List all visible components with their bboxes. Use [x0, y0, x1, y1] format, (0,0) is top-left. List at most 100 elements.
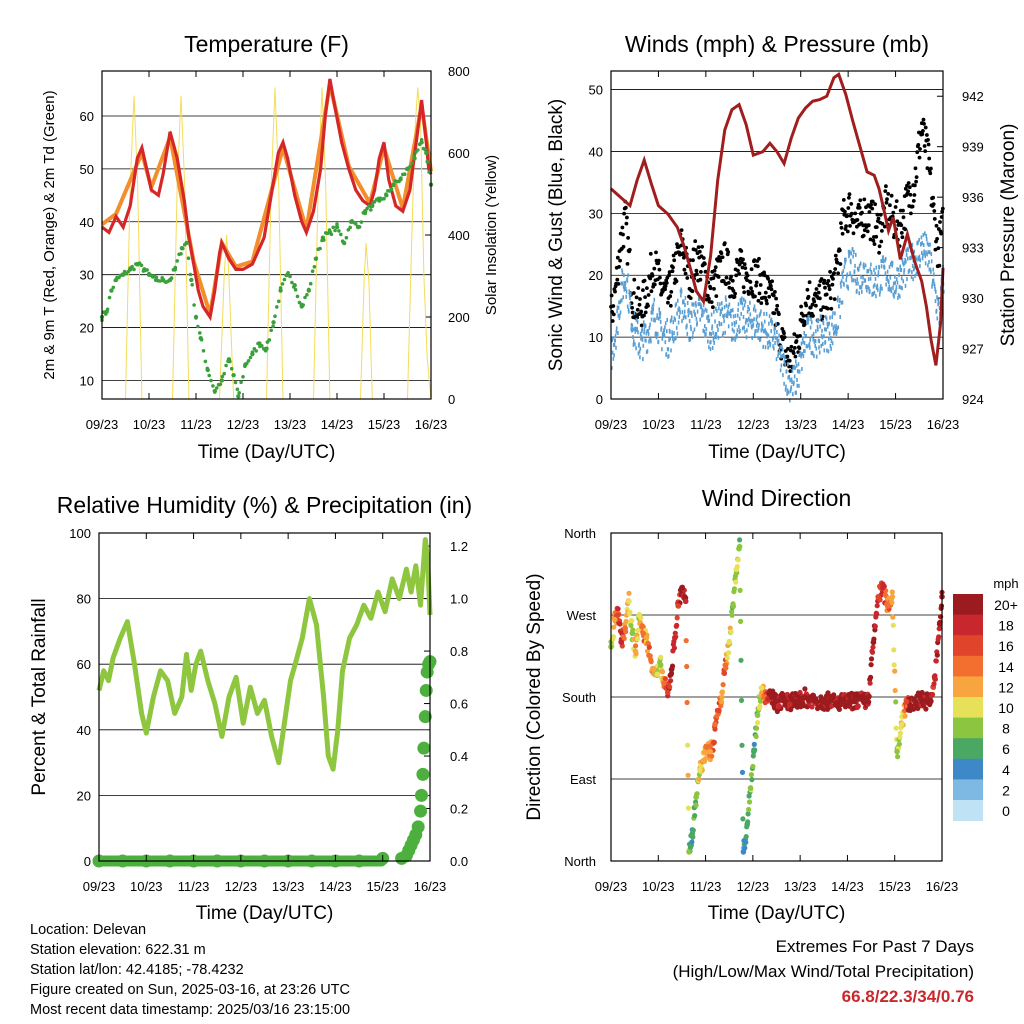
wind-mark [727, 309, 729, 314]
wind-mark [820, 343, 822, 348]
wind-mark [795, 390, 797, 395]
wind-mark [642, 357, 644, 362]
wind-mark [620, 298, 623, 303]
gust-point [911, 199, 916, 203]
direction-point [719, 689, 725, 696]
wind-mark [869, 267, 871, 272]
wind-mark [680, 289, 683, 294]
direction-point [721, 670, 728, 677]
wind-mark [927, 263, 929, 268]
wind-mark [888, 280, 890, 285]
wind-mark [842, 275, 844, 279]
direction-point [700, 757, 707, 764]
wind-mark [809, 325, 812, 330]
wind-mark [858, 263, 861, 268]
wind-mark [615, 329, 618, 334]
gust-point [763, 290, 768, 295]
wind-mark [751, 318, 754, 323]
wind-mark [759, 311, 761, 316]
wind-mark [812, 337, 815, 342]
wind-mark [618, 316, 621, 320]
gust-point [753, 294, 757, 299]
precip-point [416, 767, 430, 781]
gust-point [762, 270, 766, 275]
wind-mark [779, 368, 782, 373]
dewpoint-point [370, 203, 375, 209]
dewpoint-point [237, 391, 241, 395]
wind-mark [689, 324, 692, 329]
direction-point [893, 725, 899, 731]
wind-mark [723, 305, 726, 310]
wind-mark [816, 324, 819, 329]
wind-mark [795, 359, 797, 364]
gust-point [642, 313, 646, 318]
x-tick-label: 12/23 [737, 879, 770, 894]
wind-mark [699, 302, 701, 306]
gust-point [798, 334, 802, 338]
wind-mark [696, 309, 699, 314]
direction-point [868, 656, 875, 662]
wind-mark [884, 256, 887, 261]
wind-mark [791, 368, 794, 373]
wind-mark [737, 313, 739, 318]
x-tick-label: 15/23 [366, 879, 399, 894]
wind-mark [870, 262, 872, 267]
wind-mark [873, 283, 876, 287]
direction-point [748, 772, 755, 778]
wind-mark [617, 313, 620, 318]
dewpoint-point [267, 338, 272, 342]
wind-mark [632, 342, 635, 347]
wind-mark [840, 279, 843, 284]
wind-mark [784, 387, 787, 392]
wind-mark [636, 327, 638, 332]
wind-mark [631, 327, 634, 332]
wind-mark [835, 323, 837, 328]
dewpoint-point [271, 324, 275, 329]
wind-mark [650, 317, 653, 322]
dewpoint-point [219, 378, 225, 383]
direction-point [897, 734, 903, 740]
wind-mark [873, 267, 875, 272]
wind-mark [843, 282, 845, 287]
wind-mark [732, 314, 735, 319]
wind-mark [808, 342, 811, 347]
wind-mark [856, 288, 858, 293]
gust-point [925, 166, 930, 171]
wind-mark [806, 320, 808, 325]
wind-mark [779, 351, 781, 356]
wind-mark [719, 312, 722, 317]
wind-mark [768, 314, 771, 319]
direction-point [692, 813, 698, 819]
wind-mark [695, 316, 698, 321]
gust-point [757, 256, 761, 261]
wind-mark [809, 345, 811, 350]
wind-mark [860, 274, 862, 279]
gust-point [729, 274, 733, 279]
wind-mark [738, 324, 740, 329]
wind-mark [911, 270, 913, 275]
direction-point [693, 802, 699, 808]
wind-mark [737, 307, 739, 312]
wind-mark [864, 263, 867, 268]
wind-mark [637, 330, 639, 335]
wind-mark [663, 327, 665, 332]
dewpoint-point [203, 359, 208, 364]
wind-mark [695, 303, 697, 308]
direction-point [684, 663, 690, 670]
wind-mark [717, 327, 719, 332]
wind-mark [839, 315, 841, 319]
dewpoint-point [212, 388, 217, 394]
y-tick-label: 40 [77, 723, 91, 738]
direction-point [707, 748, 714, 755]
gust-point [868, 237, 873, 242]
y-tick-label: East [570, 772, 596, 787]
wind-mark [642, 343, 645, 348]
gust-point [939, 231, 943, 236]
wind-mark [778, 333, 780, 338]
direction-point [922, 697, 929, 704]
gust-point [711, 276, 716, 280]
y2-tick-label: 933 [962, 241, 984, 256]
y2-tick-label: 1.0 [450, 592, 468, 607]
wind-mark [913, 249, 915, 254]
gust-point [625, 262, 630, 266]
